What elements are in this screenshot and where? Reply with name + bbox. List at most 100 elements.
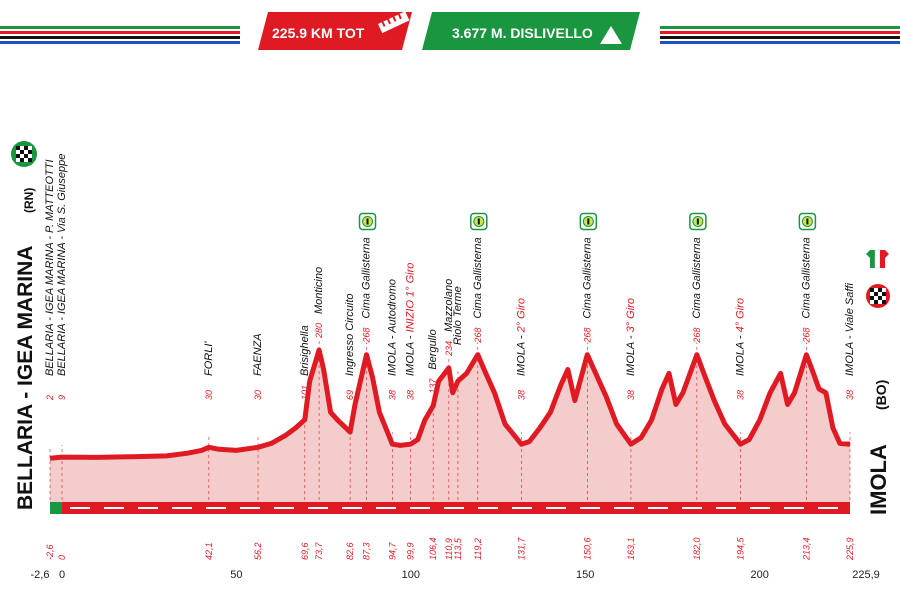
baseline-dash — [614, 507, 634, 509]
profile-area — [50, 350, 850, 502]
location-km: 99,9 — [405, 542, 415, 560]
finish-city-title: IMOLA — [866, 444, 891, 515]
location-name: IMOLA - 4° Giro — [734, 298, 746, 376]
location-altitude: 268 — [801, 328, 811, 344]
location-marker: 150,6 268 Cima Gallisterna — [579, 212, 598, 560]
jersey-icon — [866, 249, 889, 269]
baseline-dash — [274, 507, 294, 509]
location-marks: -2,6 2 BELLARIA - IGEA MARINA - P. MATTEOT… — [11, 141, 890, 561]
baseline-dash — [138, 507, 158, 509]
location-name: Monticino — [313, 267, 325, 314]
location-marker: 213,4 268 Cima Gallisterna — [798, 212, 817, 561]
baseline-dash — [308, 507, 328, 509]
location-altitude: 38 — [516, 390, 526, 400]
x-tick-label: 50 — [230, 569, 242, 581]
location-name: BELLARIA - IGEA MARINA - P. MATTEOTTI — [44, 159, 56, 376]
baseline-dash — [818, 507, 838, 509]
location-name: FAENZA — [252, 333, 264, 376]
location-marker: 182,0 268 Cima Gallisterna — [689, 212, 707, 560]
location-km: 42,1 — [204, 542, 214, 560]
x-axis-ticks: -2,6 0 50 100 150 200 225,9 — [31, 569, 880, 581]
location-name: BELLARIA - IGEA MARINA - Via S. Giuseppe — [56, 154, 68, 376]
location-name: Brisighella — [299, 325, 311, 376]
baseline-dash — [410, 507, 430, 509]
location-altitude: 38 — [626, 390, 636, 400]
baseline-dash — [648, 507, 668, 509]
header-stripes-left — [0, 26, 240, 44]
x-tick-label: 200 — [750, 569, 768, 581]
location-km: 106,4 — [428, 537, 438, 560]
location-name: FORLI' — [203, 341, 215, 376]
location-marker: 110,9 234 Mazzolano — [443, 279, 455, 560]
location-km: 94,7 — [387, 541, 397, 560]
baseline-dash — [478, 507, 498, 509]
location-marker: 99,9 38 IMOLA - INIZIO 1° Giro — [404, 263, 416, 560]
location-altitude: 9 — [57, 395, 67, 400]
location-km: 131,7 — [516, 536, 526, 560]
gpm-climb-icon — [579, 212, 598, 231]
location-altitude: 30 — [253, 390, 263, 400]
location-name: IMOLA - INIZIO 1° Giro — [404, 263, 416, 376]
start-city-title: BELLARIA - IGEA MARINA — [14, 246, 37, 510]
location-km: 87,3 — [362, 542, 372, 560]
gpm-climb-icon — [798, 212, 817, 231]
location-name: Ingresso Circuito — [344, 293, 356, 376]
location-altitude: 38 — [845, 390, 855, 400]
location-name: IMOLA - 3° Giro — [625, 298, 637, 376]
location-marker: 42,1 30 FORLI' — [203, 341, 215, 560]
baseline-dash — [206, 507, 226, 509]
ruler-icon — [378, 11, 410, 34]
location-marker: 113,5 Riolo Terme — [452, 286, 464, 560]
location-name: Cima Gallisterna — [800, 237, 812, 318]
baseline-dash — [580, 507, 600, 509]
distance-badge-text: 225.9 KM TOT — [272, 25, 365, 41]
baseline-dash — [750, 507, 770, 509]
x-tick-label: 225,9 — [852, 569, 880, 581]
location-km: 73,7 — [314, 541, 324, 560]
location-altitude: 268 — [692, 328, 702, 344]
location-km: 69,6 — [300, 542, 310, 560]
location-name: Cima Gallisterna — [361, 237, 373, 318]
location-altitude: 268 — [362, 328, 372, 344]
location-marker: 94,7 38 IMOLA - Autodromo — [386, 279, 398, 560]
finish-flag-icon — [866, 284, 890, 308]
location-altitude: 38 — [735, 390, 745, 400]
location-marker: 82,6 69 Ingresso Circuito — [344, 293, 356, 560]
location-marker: -2,6 2 BELLARIA - IGEA MARINA - P. MATTEOT… — [11, 141, 56, 560]
location-marker: 73,7 280 Monticino — [313, 267, 325, 560]
location-name: Riolo Terme — [452, 286, 464, 345]
baseline-dash — [444, 507, 464, 509]
location-marker: 163,1 38 IMOLA - 3° Giro — [625, 298, 637, 560]
location-name: IMOLA - Autodromo — [386, 279, 398, 376]
location-altitude: 38 — [405, 390, 415, 400]
location-km: 225,9 — [845, 537, 855, 561]
location-km: 182,0 — [692, 537, 702, 560]
location-km: 82,6 — [345, 542, 355, 560]
climb-badge: 3.677 M. DISLIVELLO — [422, 12, 640, 50]
location-marker: 194,5 38 IMOLA - 4° Giro — [734, 298, 746, 560]
location-altitude: 38 — [387, 390, 397, 400]
start-baseline-marker — [50, 502, 62, 514]
location-altitude: 234 — [444, 341, 454, 357]
x-tick-label: 150 — [576, 569, 594, 581]
baseline-dash — [172, 507, 192, 509]
gpm-climb-icon — [358, 212, 377, 231]
baseline-dash — [784, 507, 804, 509]
baseline-dash — [546, 507, 566, 509]
location-altitude: 137 — [428, 378, 438, 394]
climb-badge-text: 3.677 M. DISLIVELLO — [452, 25, 593, 41]
location-altitude: 280 — [314, 323, 324, 339]
location-km: -2,6 — [45, 544, 55, 560]
start-flag-icon — [11, 141, 37, 167]
location-marker: 131,7 38 IMOLA - 2° Giro — [515, 298, 527, 560]
location-altitude: 2 — [45, 395, 55, 401]
location-marker: 119,2 268 Cima Gallisterna — [470, 212, 488, 560]
location-marker: 106,4 137 Bergullo — [427, 329, 439, 560]
location-name: Cima Gallisterna — [472, 237, 484, 318]
location-name: IMOLA - 2° Giro — [515, 298, 527, 376]
start-province: (RN) — [22, 188, 36, 213]
location-name: Cima Gallisterna — [691, 237, 703, 318]
location-km: 213,4 — [801, 537, 811, 561]
location-km: 110,9 — [444, 538, 454, 560]
